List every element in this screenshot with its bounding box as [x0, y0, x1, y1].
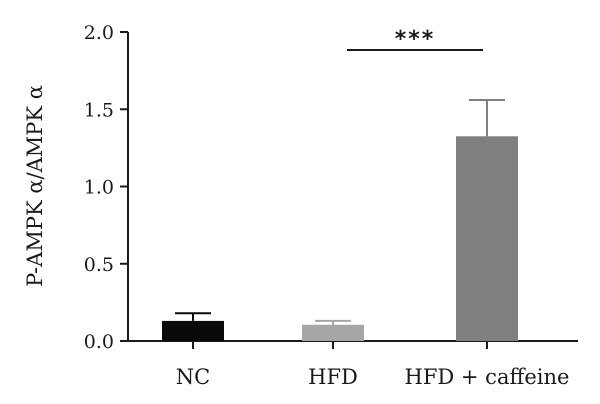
bar-nc	[162, 320, 224, 341]
x-tick-label: HFD + caffeine	[405, 365, 570, 389]
bar-hfd-caffeine	[456, 136, 518, 341]
x-tick-label: HFD	[308, 365, 358, 389]
y-tick-label: 1.5	[84, 99, 114, 121]
error-bar	[469, 98, 505, 137]
x-tick-label: NC	[176, 365, 210, 389]
significance-label: ***	[395, 27, 436, 52]
y-tick-label: 2.0	[84, 22, 114, 44]
error-bar	[315, 319, 351, 325]
y-axis-label: P-AMPK α/AMPK α	[23, 85, 47, 287]
y-ticks: 0.0 0.5 1.0 1.5 2.0	[84, 22, 128, 353]
y-tick-label: 0.5	[84, 254, 114, 276]
error-bars	[175, 98, 505, 325]
y-tick-label: 1.0	[84, 177, 114, 199]
error-bar	[175, 312, 211, 321]
y-tick-label: 0.0	[84, 331, 114, 353]
bar-hfd	[302, 324, 364, 341]
bars	[162, 136, 518, 341]
significance-annotation: ***	[347, 27, 483, 52]
x-tick-labels: NC HFD HFD + caffeine	[176, 341, 570, 389]
